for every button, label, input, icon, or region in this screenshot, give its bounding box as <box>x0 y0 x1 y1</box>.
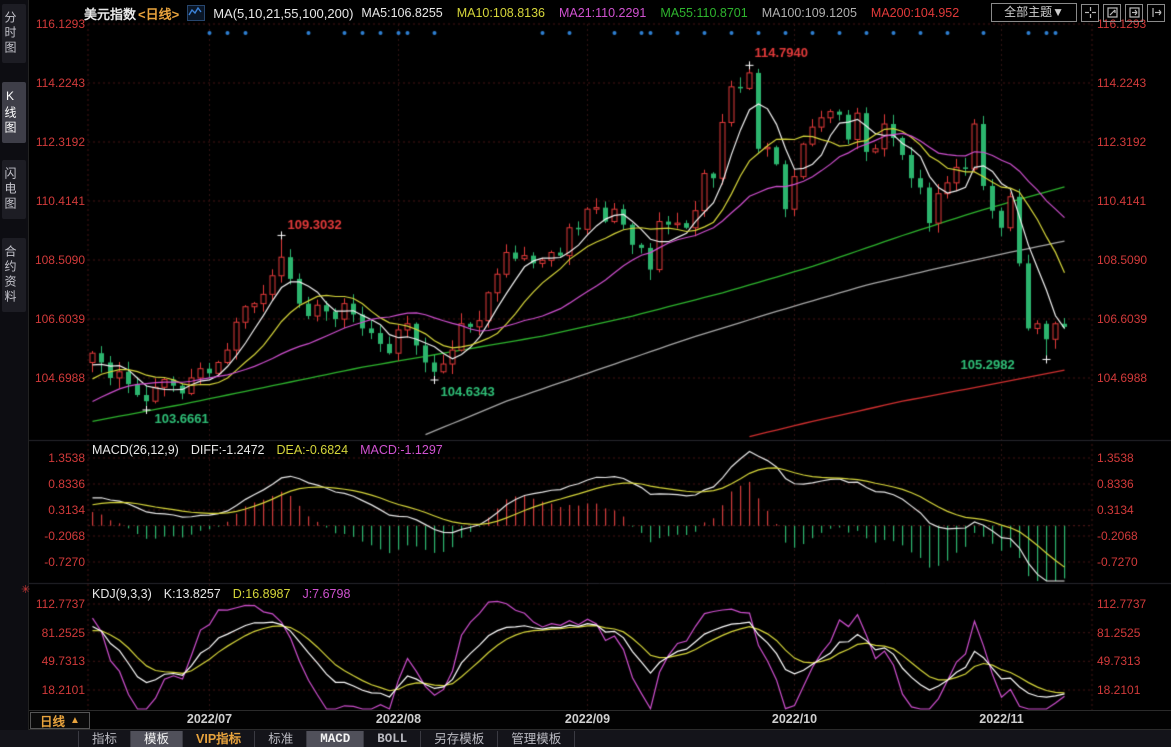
y-axis-label-right: 114.2243 <box>1097 76 1147 90</box>
x-axis-date-label: 2022/09 <box>564 712 611 726</box>
y-axis-label-left: 112.7737 <box>35 597 85 611</box>
sidebar-item-2[interactable]: K线图 <box>2 82 26 143</box>
macd-macd-value: MACD:-1.1297 <box>360 443 443 457</box>
sidebar-item-1[interactable]: 分时图 <box>2 4 26 63</box>
kdj-k-value: K:13.8257 <box>163 587 221 601</box>
y-axis-label-left: 49.7313 <box>41 654 85 669</box>
y-axis-label-left: 114.2243 <box>35 76 85 90</box>
y-axis-label-left: 108.5090 <box>34 253 85 267</box>
period-selector-label: 日线 <box>40 715 66 729</box>
y-axis-label-right: 0.3134 <box>1097 503 1134 517</box>
sidebar-item-3[interactable]: 闪电图 <box>2 160 26 219</box>
y-axis-label-left: 110.4141 <box>35 194 85 208</box>
zoom-frame-icon[interactable] <box>1103 3 1121 22</box>
y-axis-label-right: 106.6039 <box>1097 312 1148 326</box>
y-axis-label-left: 81.2525 <box>41 625 85 640</box>
toolbar-item-1[interactable]: 指标 <box>78 730 132 747</box>
period-tag: <日线> <box>138 6 180 22</box>
pop-out-icon[interactable] <box>1147 3 1165 22</box>
chart-header: 美元指数 <日线> MA(5,10,21,55,100,200) MA5:106… <box>28 0 1171 26</box>
x-axis-date-label: 2022/11 <box>979 712 1024 726</box>
macd-title: MACD(26,12,9) <box>92 443 179 457</box>
y-axis-label-right: 110.4141 <box>1097 194 1147 208</box>
y-axis-label-left: -0.2068 <box>44 529 85 543</box>
ma-readout: MA55:110.8701 <box>660 6 748 20</box>
macd-pane-header: MACD(26,12,9) DIFF:-1.2472 DEA:-0.6824 M… <box>92 443 443 457</box>
crosshair-icon[interactable] <box>1081 3 1099 22</box>
y-axis-label-right: 81.2525 <box>1097 625 1141 640</box>
y-axis-label-right: 18.2101 <box>1097 683 1141 697</box>
scroll-right-icon[interactable] <box>1125 3 1143 22</box>
ma-readouts: MA5:106.8255 MA10:108.8136 MA21:110.2291 MA… <box>361 6 959 20</box>
header-toolbar: 全部主题▼ <box>991 3 1165 22</box>
ma-readout: MA5:106.8255 <box>361 6 443 20</box>
y-axis-label-right: 108.5090 <box>1097 253 1148 267</box>
period-selector-button[interactable]: 日线 ▲ <box>30 712 90 729</box>
ma-readout: MA200:104.952 <box>870 6 960 20</box>
y-axis-label-left: 18.2101 <box>41 683 85 697</box>
toolbar-item-2[interactable]: 模板 <box>131 730 184 747</box>
kdj-title: KDJ(9,3,3) <box>92 587 152 601</box>
y-axis-label-right: 112.7737 <box>1097 597 1147 611</box>
symbol-title: 美元指数 <box>84 6 137 22</box>
y-axis-label-left: 0.3134 <box>48 503 85 517</box>
x-axis-date-label: 2022/10 <box>771 712 818 726</box>
y-axis-label-right: 112.3192 <box>1097 135 1147 149</box>
toolbar-item-4[interactable]: 标准 <box>255 730 308 747</box>
y-axis-label-right: -0.7270 <box>1097 555 1138 569</box>
y-axis-label-right: 49.7313 <box>1097 654 1141 669</box>
period-up-arrow-icon: ▲ <box>70 715 80 726</box>
x-axis-date-label: 2022/08 <box>375 712 422 726</box>
mini-chart-icon <box>187 5 206 21</box>
y-axis-label-left: 0.8336 <box>48 477 85 491</box>
y-axis-label-right: -0.2068 <box>1097 529 1138 543</box>
y-axis-label-left: 104.6988 <box>34 371 85 385</box>
kdj-d-value: D:16.8987 <box>232 587 291 601</box>
macd-dea-value: DEA:-0.6824 <box>276 443 349 457</box>
chart-type-sidebar: 分时图 K线图闪电图合约资料 <box>0 0 29 730</box>
kdj-pane-header: KDJ(9,3,3) K:13.8257 D:16.8987 J:7.6798 <box>92 587 350 601</box>
toolbar-item-3[interactable]: VIP指标 <box>183 730 256 747</box>
y-axis-label-right: 104.6988 <box>1097 371 1148 385</box>
alert-starburst-icon: ✳ <box>21 584 31 596</box>
toolbar-item-6[interactable]: BOLL <box>364 730 422 747</box>
toolbar-item-5[interactable]: MACD <box>307 730 365 747</box>
ma-readout: MA100:109.1205 <box>761 6 857 20</box>
indicator-toolbar: 指标 模板 VIP指标 标准 MACD BOLL 另存模板 管理模板 <box>0 729 1171 747</box>
sidebar-item-4[interactable]: 合约资料 <box>2 238 26 312</box>
y-axis-label-left: 112.3192 <box>35 135 85 149</box>
y-axis-label-left: 116.1293 <box>35 17 85 31</box>
ma-readout: MA10:108.8136 <box>456 6 545 20</box>
date-axis-row <box>0 710 1171 730</box>
toolbar-item-8[interactable]: 管理模板 <box>498 730 576 747</box>
toolbar-item-7[interactable]: 另存模板 <box>421 730 499 747</box>
ma-readout: MA21:110.2291 <box>559 6 647 20</box>
kdj-j-value: J:7.6798 <box>302 587 351 601</box>
y-axis-label-right: 1.3538 <box>1097 451 1134 465</box>
y-axis-label-left: -0.7270 <box>44 555 85 569</box>
theme-dropdown-button[interactable]: 全部主题▼ <box>991 3 1077 22</box>
y-axis-label-left: 1.3538 <box>48 451 85 465</box>
ma-group-label: MA(5,10,21,55,100,200) <box>213 5 354 21</box>
macd-diff-value: DIFF:-1.2472 <box>190 443 265 457</box>
y-axis-label-right: 0.8336 <box>1097 477 1134 491</box>
y-axis-label-left: 106.6039 <box>34 312 85 326</box>
x-axis-date-label: 2022/07 <box>186 712 233 726</box>
